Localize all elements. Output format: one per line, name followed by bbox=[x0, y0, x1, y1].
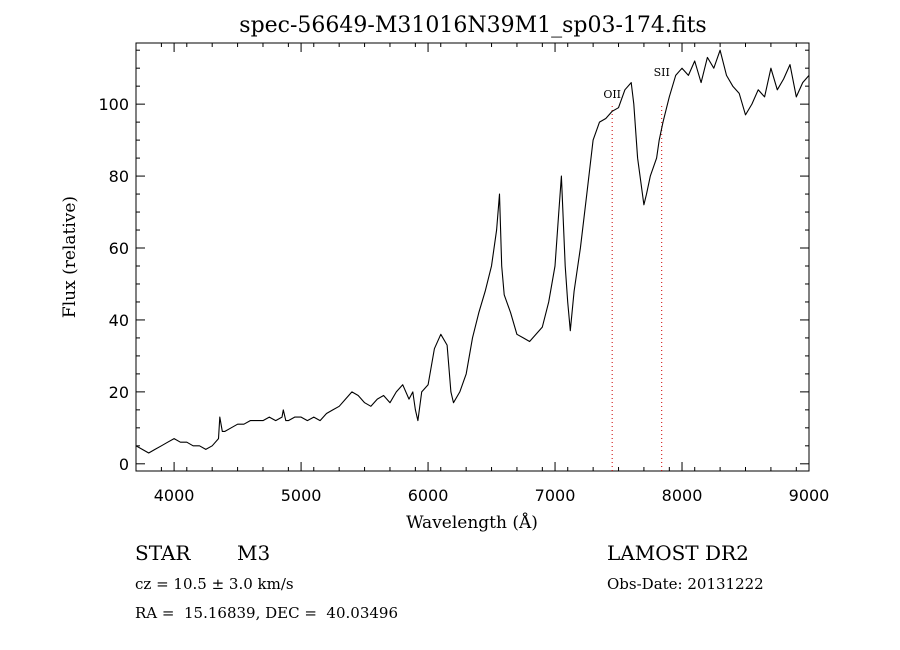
survey-label: LAMOST DR2 bbox=[607, 541, 749, 565]
plot-frame bbox=[135, 42, 810, 472]
velocity-text: cz = 10.5 ± 3.0 km/s bbox=[135, 575, 294, 593]
chart-title: spec-56649-M31016N39M1_sp03-174.fits bbox=[239, 13, 706, 38]
series-group bbox=[135, 49, 810, 454]
y-tick-label: 40 bbox=[109, 311, 129, 330]
emission-line-markers: OII SII bbox=[603, 66, 670, 471]
marker-label: OII bbox=[603, 88, 621, 101]
spectrum-line bbox=[135, 49, 810, 454]
object-class: STAR bbox=[135, 541, 191, 565]
x-axis-label: Wavelength (Å) bbox=[406, 512, 538, 533]
y-tick-label: 0 bbox=[119, 455, 129, 474]
obs-date-text: Obs-Date: 20131222 bbox=[607, 575, 764, 593]
y-tick-label: 100 bbox=[98, 95, 129, 114]
x-tick-label: 5000 bbox=[281, 486, 322, 505]
x-tick-label: 8000 bbox=[662, 486, 703, 505]
x-tick-label: 6000 bbox=[408, 486, 449, 505]
marker-label: SII bbox=[654, 66, 670, 79]
axis-ticks: 4000 5000 6000 7000 8000 9000 0 20 40 60 80 100 bbox=[98, 43, 829, 505]
y-tick-label: 60 bbox=[109, 239, 129, 258]
x-tick-label: 4000 bbox=[154, 486, 195, 505]
x-tick-label: 9000 bbox=[789, 486, 830, 505]
object-subclass: M3 bbox=[237, 541, 271, 565]
x-tick-label: 7000 bbox=[535, 486, 576, 505]
y-axis-label: Flux (relative) bbox=[60, 196, 80, 318]
y-tick-label: 80 bbox=[109, 167, 129, 186]
y-tick-label: 20 bbox=[109, 383, 129, 402]
coords-text: RA = 15.16839, DEC = 40.03496 bbox=[135, 604, 399, 622]
